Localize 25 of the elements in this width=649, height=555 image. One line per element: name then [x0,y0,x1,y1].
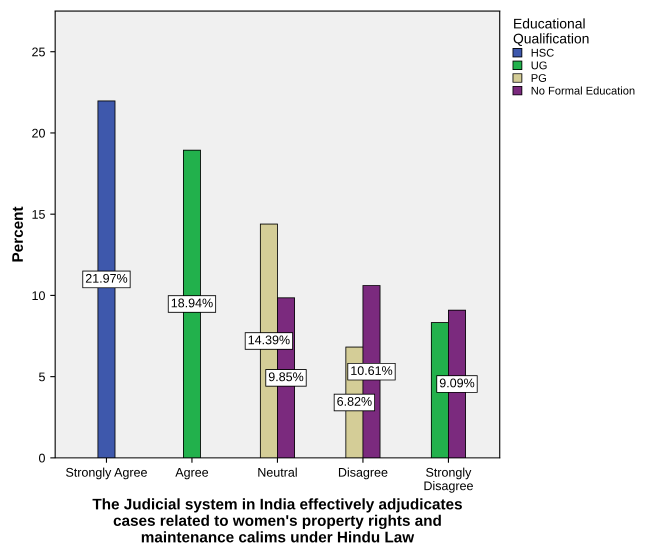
y-tick-label: 10 [32,291,45,300]
data-label: 14.39% [248,335,290,344]
x-tick-label: Neutral [258,468,297,477]
data-label: 6.82% [337,396,372,406]
y-axis-title: Percent [12,206,23,262]
y-tick-label: 15 [32,210,45,219]
legend-label: UG [532,61,547,70]
y-tick-label: 5 [38,372,45,382]
legend-label: HSC [532,48,554,57]
data-label: 9.09% [440,378,474,388]
x-tick-label: Strongly Disagree [424,468,473,493]
legend-label: No Formal Education [532,86,634,95]
legend-label: PG [532,74,546,82]
x-tick-label: Agree [175,468,208,480]
data-label: 18.94% [172,298,213,308]
x-tick-label: Strongly Agree [66,468,147,480]
y-tick-label: 25 [32,48,45,56]
data-label: 21.97% [86,274,128,283]
data-label: 10.61% [351,366,392,376]
y-tick-label: 0 [38,454,45,463]
data-label: 9.85% [268,372,304,382]
x-tick-label: Disagree [338,468,388,480]
legend-title: Educational Qualification [514,18,589,46]
y-tick-label: 20 [32,128,45,138]
x-axis-title: The Judicial system in India effectively adjudicates cases related to women's property rights and maintenance calims under Hindu Law [92,498,462,542]
